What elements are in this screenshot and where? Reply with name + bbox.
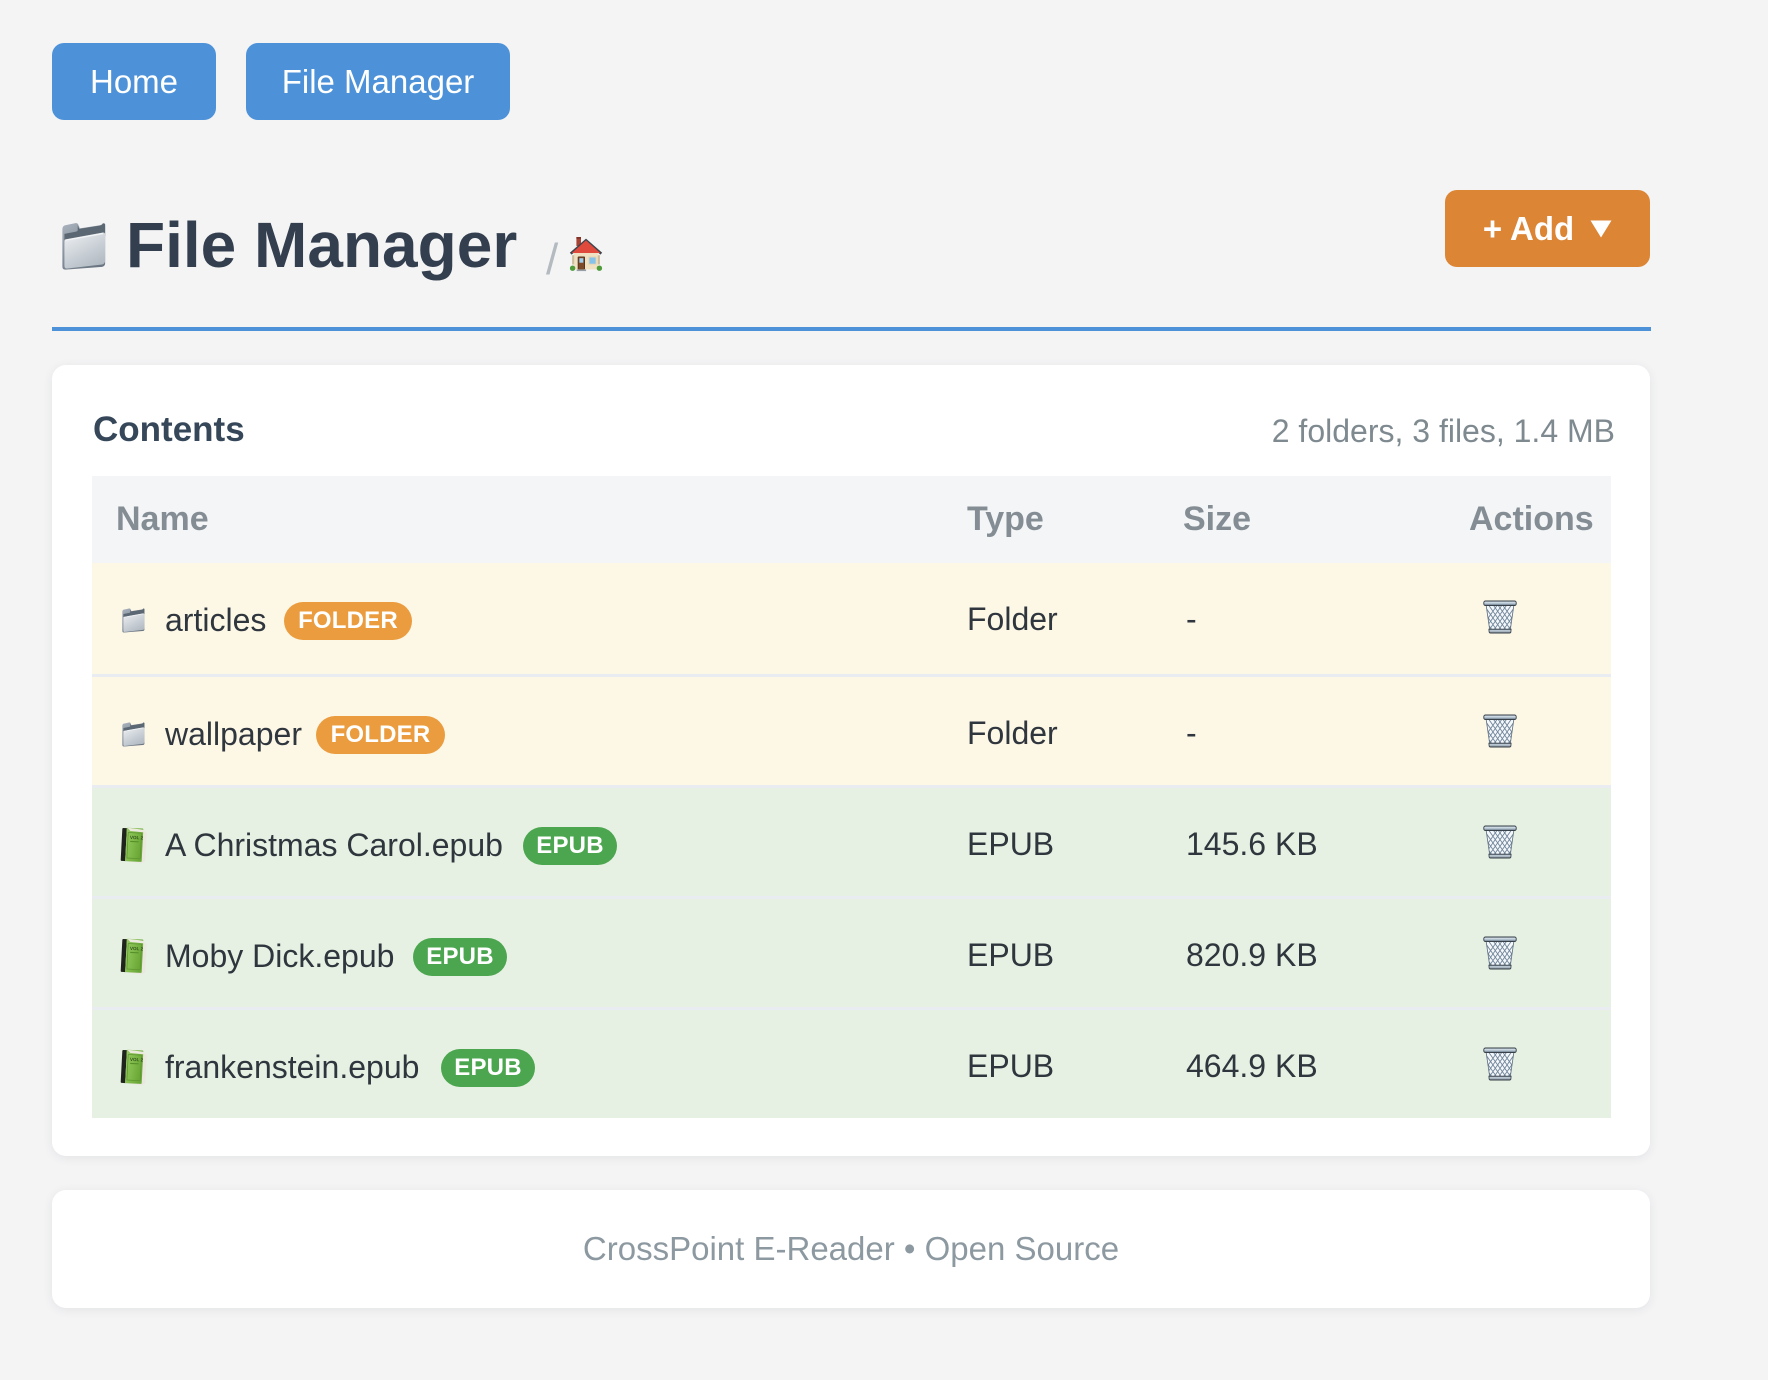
svg-text:VOL 2: VOL 2 [130, 835, 144, 841]
svg-text:VOL 2: VOL 2 [130, 1057, 144, 1063]
svg-text:VOL 2: VOL 2 [130, 946, 144, 952]
